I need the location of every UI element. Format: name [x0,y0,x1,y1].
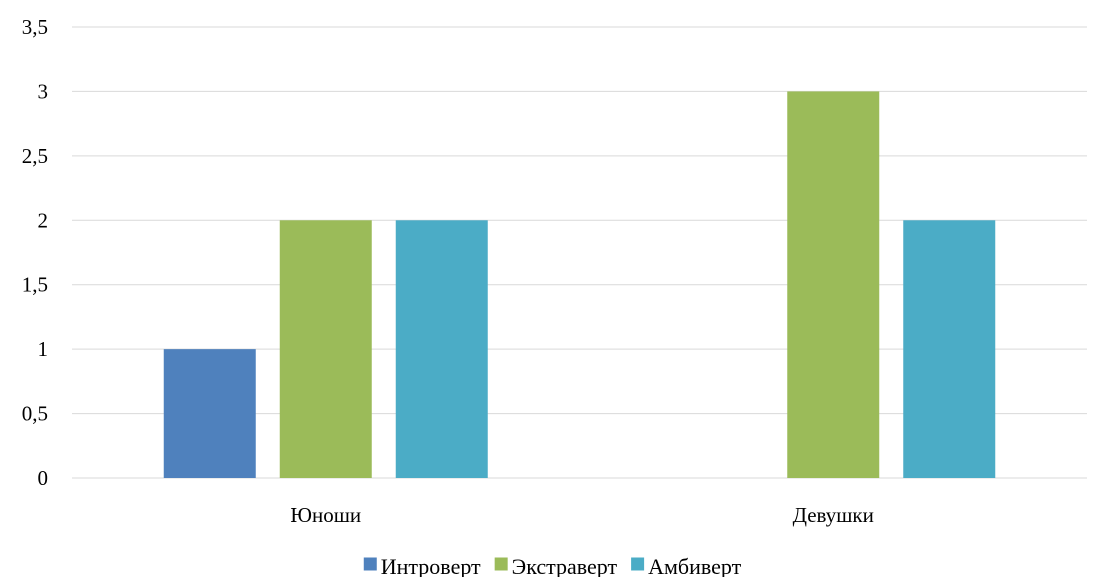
legend-label: Экстраверт [512,554,618,577]
bar-2-1 [903,220,996,479]
y-tick-label: 3 [38,79,49,103]
legend-item: Экстраверт [494,554,618,577]
y-tick-label: 0 [38,466,49,490]
bar-1-0 [279,220,372,479]
y-axis-tick-labels: 0 0,5 1 1,5 2 2,5 3 3,5 [22,15,48,490]
y-tick-label: 1 [38,337,49,361]
legend-swatch [494,557,508,571]
bar-1-1 [787,91,880,478]
x-category-label: Девушки [793,503,874,527]
legend-swatch [363,557,377,571]
y-tick-label: 0,5 [22,402,48,426]
x-axis-category-labels: Юноши Девушки [290,503,873,527]
bars [163,91,996,479]
y-tick-label: 2,5 [22,144,48,168]
bar-0-0 [163,349,256,478]
legend-item: Амбиверт [631,554,742,577]
legend-swatch [631,557,645,571]
legend-label: Амбиверт [648,554,742,577]
y-tick-label: 1,5 [22,273,48,297]
y-tick-label: 3,5 [22,15,48,39]
x-category-label: Юноши [290,503,361,527]
legend: Интроверт Экстраверт Амбиверт [363,554,742,577]
bar-2-0 [395,220,488,479]
y-tick-label: 2 [38,208,49,232]
legend-label: Интроверт [381,554,481,577]
legend-item: Интроверт [363,554,481,577]
